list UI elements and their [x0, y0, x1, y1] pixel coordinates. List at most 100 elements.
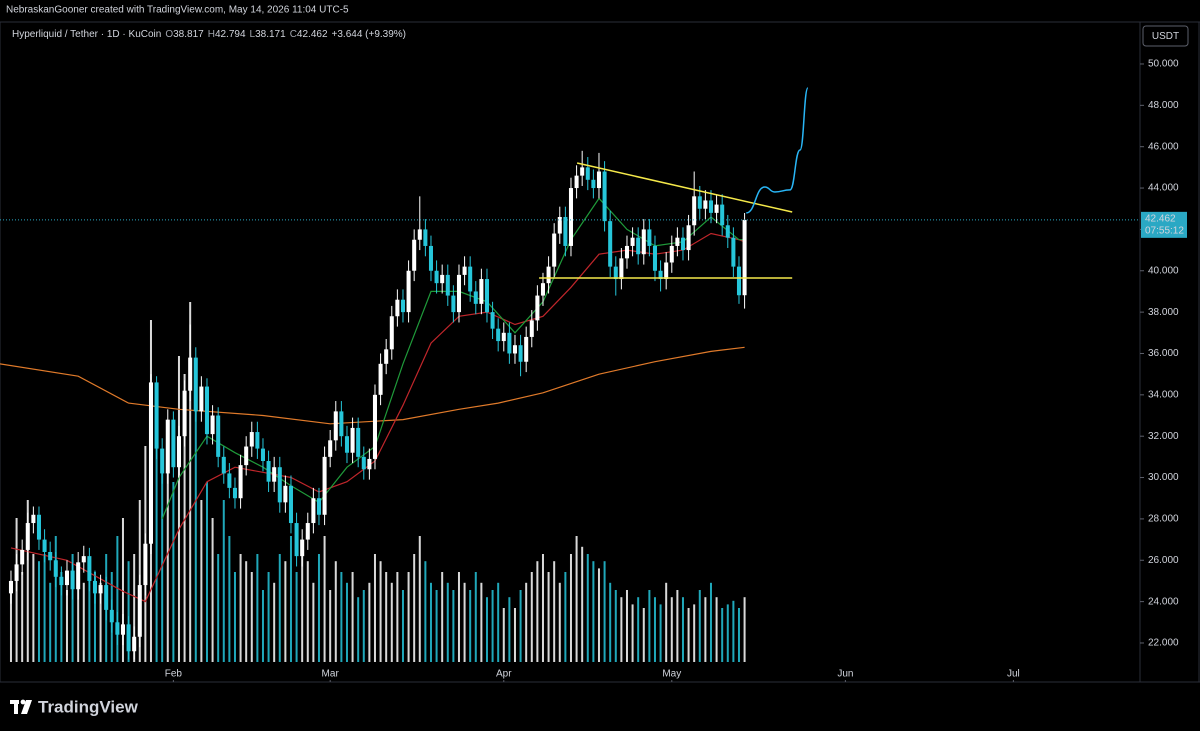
candle-body: [98, 585, 103, 594]
candle-body: [652, 245, 657, 271]
volume-bar: [681, 597, 684, 662]
candle-body: [451, 295, 456, 313]
volume-bar: [172, 482, 175, 662]
y-tick-label: 24.000: [1148, 596, 1179, 607]
volume-bar: [183, 374, 186, 662]
candle-body: [630, 237, 635, 246]
volume-bar: [88, 561, 91, 662]
volume-bar: [116, 536, 119, 662]
y-tick-label: 38.000: [1148, 307, 1179, 318]
candle-body: [484, 279, 489, 313]
y-tick-label: 28.000: [1148, 514, 1179, 525]
candle-body: [305, 523, 310, 540]
volume-bar: [312, 582, 315, 662]
volume-bar: [424, 561, 427, 662]
volume-bar: [256, 554, 259, 662]
candle-body: [412, 239, 417, 271]
volume-bar: [525, 582, 528, 662]
candle-body: [143, 543, 148, 586]
candle-body: [109, 609, 114, 623]
candle-body: [25, 523, 30, 550]
volume-bar: [637, 597, 640, 662]
volume-bar: [553, 561, 556, 662]
candle-body: [742, 219, 747, 296]
volume-bar: [200, 500, 203, 662]
volume-bar: [659, 604, 662, 662]
candle-body: [529, 320, 534, 337]
legend: Hyperliquid / Tether · 1D · KuCoin O38.81…: [12, 29, 406, 40]
candle-body: [395, 299, 400, 317]
candle-body: [232, 487, 237, 499]
volume-bar: [665, 582, 668, 662]
candle-body: [249, 432, 254, 447]
candle-body: [148, 382, 153, 544]
last-price-box: [1141, 211, 1187, 238]
candle-body: [14, 564, 19, 581]
candle-body: [384, 349, 389, 364]
candle-body: [669, 245, 674, 263]
change: +3.644 (+9.39%): [332, 29, 407, 40]
candle-body: [115, 622, 120, 635]
candle-body: [400, 299, 405, 313]
candle-body: [311, 498, 316, 524]
volume-bar: [631, 604, 634, 662]
currency-button[interactable]: [1142, 25, 1189, 47]
close-value: 42.462: [297, 29, 328, 40]
projection-curve: [746, 87, 809, 214]
candle-body: [20, 549, 25, 565]
candle-body: [546, 266, 551, 284]
candle-body: [619, 258, 624, 280]
volume-bar: [586, 554, 589, 662]
y-tick-label: 46.000: [1148, 141, 1179, 152]
candle-body: [490, 312, 495, 329]
close-label: C: [290, 29, 297, 40]
candle-body: [468, 266, 473, 292]
brand-logo: TradingView: [10, 697, 139, 716]
candle-body: [708, 200, 713, 213]
candle-body: [736, 266, 741, 296]
logo-slash: [21, 700, 32, 714]
volume-bar: [317, 554, 320, 662]
volume-bar: [334, 561, 337, 662]
volume-bar: [390, 582, 393, 662]
candle-body: [658, 270, 663, 280]
candle-body: [199, 386, 204, 412]
volume-bar: [536, 561, 539, 662]
moving-average: [0, 346, 745, 425]
candle-body: [188, 357, 193, 391]
plot: [0, 87, 809, 662]
x-tick-label: Apr: [496, 669, 512, 680]
currency[interactable]: USDT: [1152, 31, 1179, 42]
candle-body: [378, 363, 383, 395]
volume-bar: [452, 590, 455, 662]
candle-body: [473, 291, 478, 304]
trend-line: [576, 162, 793, 213]
volume-bar: [463, 582, 466, 662]
candle-body: [680, 237, 685, 251]
candle-body: [64, 570, 69, 586]
volume-bar: [351, 572, 354, 662]
volume-bar: [396, 572, 399, 662]
candle-body: [428, 245, 433, 271]
volume-bar: [721, 608, 724, 662]
volume-bar: [385, 572, 388, 662]
volume-bar: [620, 597, 623, 662]
volume-bar: [497, 582, 500, 662]
candle-body: [182, 390, 187, 437]
volume-bar: [301, 554, 304, 662]
volume-bar: [373, 554, 376, 662]
volume-bar: [93, 572, 96, 662]
volume-bar: [60, 572, 63, 662]
volume-bar: [127, 561, 130, 662]
volume-bar: [715, 597, 718, 662]
volume-bar: [446, 582, 449, 662]
candle-body: [406, 270, 411, 313]
candle-body: [361, 456, 366, 470]
volume-bar: [513, 608, 516, 662]
candle-body: [48, 551, 53, 561]
candle-body: [260, 448, 265, 462]
candle-body: [266, 461, 271, 482]
volume-bar: [82, 582, 85, 662]
volume-bar: [474, 572, 477, 662]
candle-body: [613, 266, 618, 280]
